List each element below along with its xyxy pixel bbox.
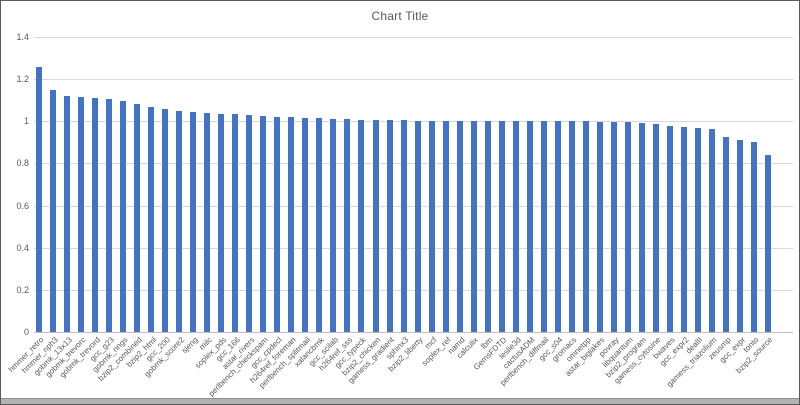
chart-title[interactable]: Chart Title xyxy=(371,9,429,23)
bar-gamess_gradient[interactable] xyxy=(386,120,393,332)
bar-gobmk_trevord[interactable] xyxy=(92,98,99,332)
bar-namd[interactable] xyxy=(456,121,463,332)
gridline xyxy=(34,290,793,291)
bar-zeusmp[interactable] xyxy=(722,137,729,332)
bar-bzip2_chicken[interactable] xyxy=(372,120,379,332)
y-axis-tick-label: 0.6 xyxy=(16,201,29,211)
bar-bzip2_source[interactable] xyxy=(765,155,771,332)
bar-astar_biglakes[interactable] xyxy=(596,121,603,332)
bar-GemsFDTD[interactable] xyxy=(498,121,505,332)
bar-gcc_g23[interactable] xyxy=(106,99,113,332)
bar-hmmer_retro[interactable] xyxy=(36,66,42,332)
bar-sjeng[interactable] xyxy=(190,111,197,332)
bar-perlbench_splitmail[interactable] xyxy=(302,118,309,332)
bar-gcc_200[interactable] xyxy=(162,108,169,332)
bar-gobmk_13x13[interactable] xyxy=(64,96,70,332)
bar-soplex_ref[interactable] xyxy=(442,120,449,332)
bar-leslie3d[interactable] xyxy=(512,121,519,332)
gridline xyxy=(34,79,793,80)
gridline xyxy=(34,121,793,122)
bar-libquantum[interactable] xyxy=(624,122,631,332)
bar-soplex_pds[interactable] xyxy=(218,113,225,332)
bar-gcc_expr[interactable] xyxy=(737,140,743,333)
bar-bzip2_program[interactable] xyxy=(638,123,645,332)
bar-bzip2_combined[interactable] xyxy=(134,104,141,332)
bar-perlbench_checkspam[interactable] xyxy=(260,116,267,332)
bar-lbm[interactable] xyxy=(484,121,491,332)
gridline xyxy=(34,248,793,249)
bar-bwaves[interactable] xyxy=(666,125,673,332)
bar-h264ref_sss[interactable] xyxy=(344,119,351,332)
bar-h264ref_foreman[interactable] xyxy=(288,117,295,332)
bottom-gray-band xyxy=(1,398,799,404)
gridline xyxy=(34,163,793,164)
y-axis-tick-label: 1.4 xyxy=(16,32,29,42)
bar-gamess_cytosine[interactable] xyxy=(652,124,659,332)
bar-povray[interactable] xyxy=(610,121,617,332)
gridline xyxy=(34,37,793,38)
bar-gobmk_score2[interactable] xyxy=(176,110,183,332)
bar-gcc_cpdecl[interactable] xyxy=(274,117,281,332)
bar-xalancbmk[interactable] xyxy=(316,118,323,332)
bar-milc[interactable] xyxy=(204,112,211,332)
bar-gcc_expr2[interactable] xyxy=(680,126,687,332)
y-axis-tick-label: 0 xyxy=(23,327,29,337)
bar-gromacs[interactable] xyxy=(568,121,575,332)
bar-dealII[interactable] xyxy=(694,127,701,332)
bar-gcc_s04[interactable] xyxy=(554,121,561,332)
bar-gcc_typeck[interactable] xyxy=(358,119,365,332)
y-axis-tick-label: 0.8 xyxy=(16,158,29,168)
bar-bzip2_liberty[interactable] xyxy=(414,120,421,332)
bar-mcf[interactable] xyxy=(428,120,435,332)
y-axis-tick-label: 1.2 xyxy=(16,74,29,84)
bar-bzip2_html[interactable] xyxy=(148,106,155,332)
bar-gamess_triazolium[interactable] xyxy=(708,128,715,332)
bar-gcc_scilab[interactable] xyxy=(330,118,337,332)
gridline xyxy=(34,206,793,207)
bar-sphinx3[interactable] xyxy=(400,120,407,332)
bar-hmmer_nph3[interactable] xyxy=(50,89,56,332)
bar-omnetpp[interactable] xyxy=(582,121,589,332)
y-axis-tick-label: 0.4 xyxy=(16,243,29,253)
bar-gcc_166[interactable] xyxy=(232,113,239,332)
bar-perlbench_diffmail[interactable] xyxy=(540,121,547,332)
x-axis-line xyxy=(34,332,793,333)
y-axis-tick-label: 1 xyxy=(23,116,29,126)
bar-astar_rivers[interactable] xyxy=(246,115,253,332)
y-axis-tick-label: 0.2 xyxy=(16,285,29,295)
bar-gobmk_trevorc[interactable] xyxy=(78,97,85,332)
bar-tonto[interactable] xyxy=(751,142,757,332)
bar-cactusADM[interactable] xyxy=(526,121,533,332)
bar-calculix[interactable] xyxy=(470,121,477,332)
bar-gobmk_nngs[interactable] xyxy=(120,101,127,332)
